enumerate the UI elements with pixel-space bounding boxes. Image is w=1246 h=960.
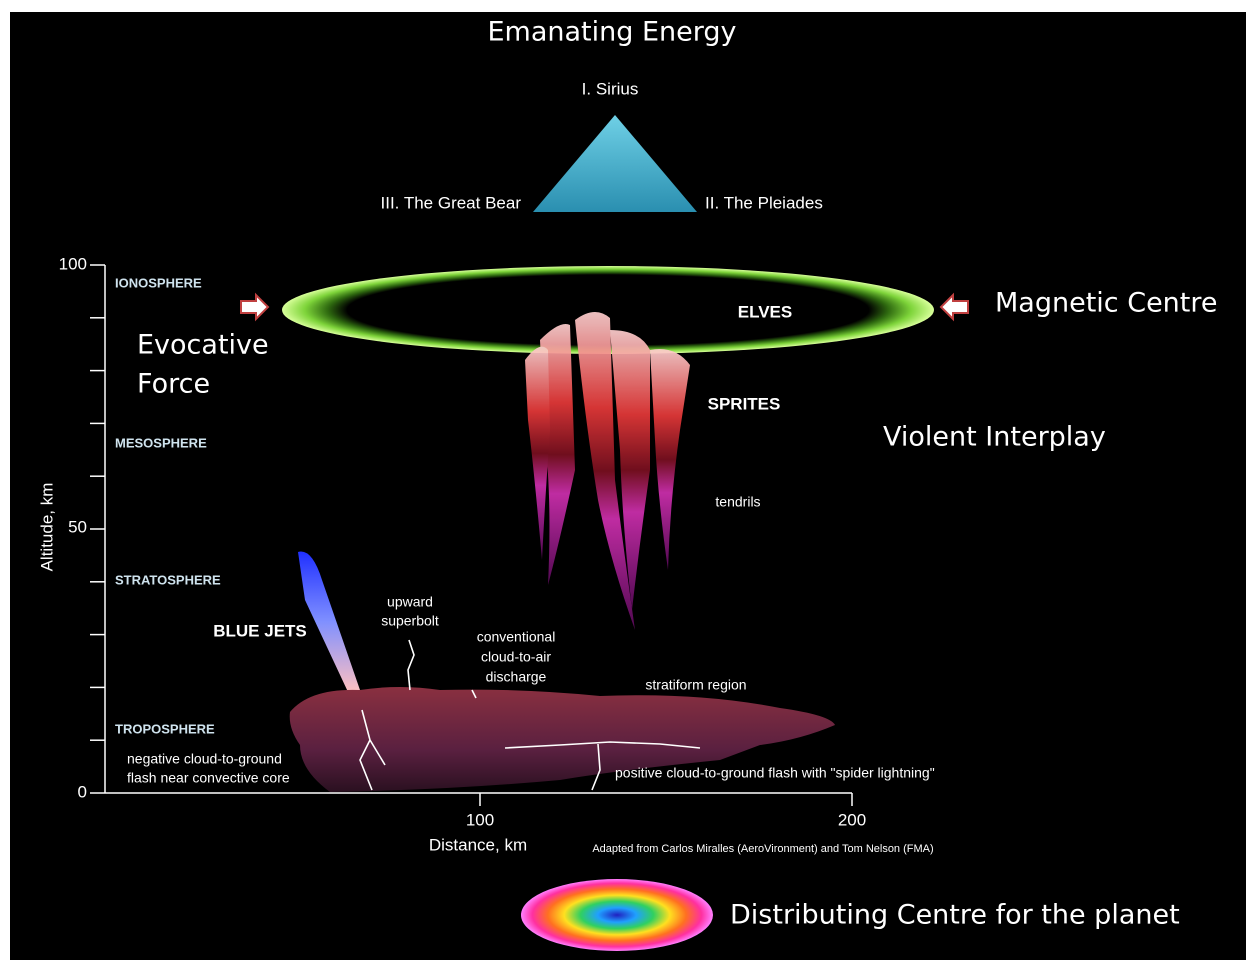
sprites — [525, 311, 690, 630]
y-tick-label: 100 — [59, 254, 87, 273]
phenomenon-label: tendrils — [715, 494, 760, 510]
phenomenon-label: discharge — [486, 669, 547, 685]
arrow-right — [240, 292, 270, 322]
phenomenon-label: flash near convective core — [127, 770, 290, 786]
phenomenon-label: ELVES — [738, 302, 792, 321]
phenomenon-label: negative cloud-to-ground — [127, 751, 282, 767]
layer-label: TROPOSPHERE — [115, 721, 215, 736]
layer-label: IONOSPHERE — [115, 275, 202, 290]
triangle-top: I. Sirius — [582, 79, 639, 98]
y-minor-ticks — [90, 264, 105, 794]
phenomenon-label: stratiform region — [645, 677, 746, 693]
cloud — [289, 687, 835, 792]
triangle-right: II. The Pleiades — [705, 193, 823, 212]
annotation: Distributing Centre for the planet — [730, 900, 1180, 931]
annotation: Evocative — [137, 330, 269, 361]
y-axis-label: Altitude, km — [37, 483, 56, 572]
layer-label: MESOSPHERE — [115, 435, 207, 450]
distributing-centre — [521, 879, 713, 951]
phenomenon-label: positive cloud-to-ground flash with "spi… — [615, 765, 935, 781]
x-tick-label: 100 — [466, 810, 494, 829]
annotation: Force — [137, 369, 210, 400]
elves-ring — [282, 266, 934, 354]
triangle-left: III. The Great Bear — [381, 193, 522, 212]
lightning — [359, 639, 701, 791]
arrow-left — [939, 292, 969, 322]
y-tick-label: 50 — [68, 517, 87, 536]
blue-jet — [298, 551, 360, 692]
triangle — [533, 115, 697, 212]
phenomenon-label: cloud-to-air — [481, 649, 551, 665]
x-axis-label: Distance, km — [429, 835, 527, 854]
credit: Adapted from Carlos Miralles (AeroVironm… — [592, 843, 933, 855]
phenomenon-label: upward — [387, 594, 433, 610]
phenomenon-label: SPRITES — [708, 394, 781, 413]
title: Emanating Energy — [487, 17, 736, 48]
annotation: Magnetic Centre — [995, 288, 1218, 319]
y-tick-label: 0 — [78, 782, 87, 801]
phenomenon-label: BLUE JETS — [213, 621, 307, 640]
layer-label: STRATOSPHERE — [115, 572, 221, 587]
x-tick-label: 200 — [838, 810, 866, 829]
phenomenon-label: conventional — [477, 629, 556, 645]
phenomenon-label: superbolt — [381, 613, 439, 629]
annotation: Violent Interplay — [883, 422, 1106, 453]
